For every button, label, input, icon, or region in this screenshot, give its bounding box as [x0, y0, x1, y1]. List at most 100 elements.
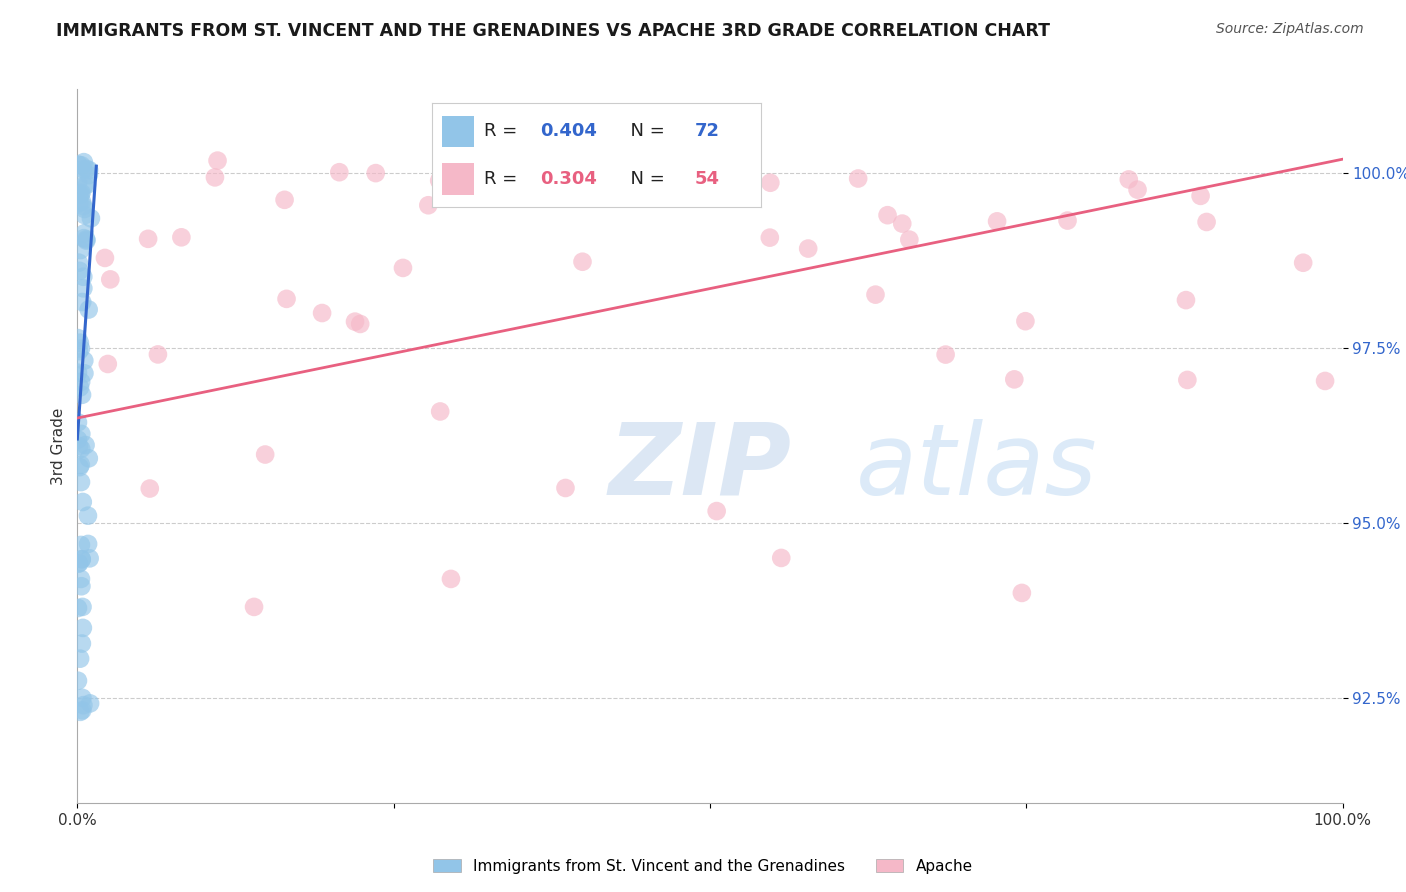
Point: [72, 599, 94, 614]
Point: [876, 208, 898, 222]
Point: [66, 601, 89, 615]
Point: [66, 331, 89, 345]
Point: [73, 155, 96, 169]
Point: [770, 550, 793, 565]
Point: [243, 599, 266, 614]
Point: [69, 195, 91, 210]
Point: [79, 551, 101, 566]
Point: [76, 178, 98, 192]
Point: [75, 232, 97, 246]
Point: [77, 168, 100, 182]
Point: [73, 178, 96, 193]
Point: [69, 458, 91, 472]
Point: [70, 426, 93, 441]
Point: [75, 234, 97, 248]
Point: [725, 184, 748, 198]
Point: [70, 342, 93, 356]
Point: [75, 161, 97, 176]
Point: [311, 306, 333, 320]
Point: [170, 230, 193, 244]
Point: [67, 439, 90, 453]
Point: [69, 460, 91, 475]
Point: [207, 153, 229, 168]
Point: [427, 173, 450, 187]
Point: [440, 572, 463, 586]
Point: [759, 176, 782, 190]
Point: [865, 287, 887, 301]
Point: [1126, 183, 1149, 197]
Point: [429, 404, 451, 418]
Point: [69, 335, 91, 350]
Point: [67, 158, 90, 172]
Point: [70, 552, 93, 566]
Point: [66, 673, 89, 688]
Point: [276, 292, 298, 306]
Text: ZIP: ZIP: [609, 419, 792, 516]
Point: [77, 451, 100, 466]
Point: [70, 572, 93, 586]
Point: [571, 254, 593, 268]
Point: [67, 176, 90, 190]
Point: [898, 233, 921, 247]
Point: [72, 698, 94, 713]
Point: [1002, 372, 1025, 386]
Point: [1313, 374, 1336, 388]
Point: [1118, 172, 1140, 186]
Point: [73, 202, 96, 216]
Point: [70, 475, 93, 489]
Point: [986, 214, 1008, 228]
Point: [66, 433, 89, 447]
Point: [1175, 373, 1198, 387]
Point: [67, 557, 90, 571]
Point: [759, 230, 782, 244]
Point: [1011, 586, 1033, 600]
Point: [453, 166, 475, 180]
Point: [1175, 293, 1198, 307]
Point: [554, 481, 576, 495]
Point: [79, 697, 101, 711]
Point: [80, 211, 103, 226]
Point: [69, 651, 91, 665]
Point: [98, 272, 121, 286]
Point: [204, 170, 226, 185]
Point: [72, 703, 94, 717]
Point: [77, 508, 100, 523]
Y-axis label: 3rd Grade: 3rd Grade: [51, 408, 66, 484]
Point: [67, 344, 90, 359]
Point: [77, 302, 100, 317]
Point: [73, 231, 96, 245]
Point: [583, 189, 606, 203]
Point: [846, 171, 869, 186]
Point: [69, 705, 91, 719]
Point: [67, 557, 90, 571]
Point: [891, 217, 914, 231]
Point: [77, 537, 100, 551]
Point: [73, 208, 96, 222]
Point: [72, 199, 94, 213]
Point: [254, 448, 277, 462]
Point: [392, 260, 415, 275]
Point: [146, 347, 169, 361]
Point: [70, 552, 93, 566]
Point: [70, 194, 93, 209]
Point: [72, 162, 94, 177]
Point: [70, 187, 93, 202]
Point: [77, 163, 100, 178]
Point: [505, 165, 527, 179]
Point: [70, 388, 93, 402]
Text: Source: ZipAtlas.com: Source: ZipAtlas.com: [1216, 22, 1364, 37]
Point: [70, 538, 93, 552]
Point: [70, 375, 93, 389]
Point: [418, 198, 440, 212]
Point: [72, 621, 94, 635]
Point: [1189, 189, 1212, 203]
Point: [328, 165, 350, 179]
Point: [650, 172, 672, 186]
Point: [70, 295, 93, 310]
Point: [1014, 314, 1036, 328]
Point: [67, 255, 90, 269]
Point: [136, 232, 159, 246]
Point: [935, 348, 957, 362]
Point: [69, 264, 91, 278]
Point: [706, 504, 728, 518]
